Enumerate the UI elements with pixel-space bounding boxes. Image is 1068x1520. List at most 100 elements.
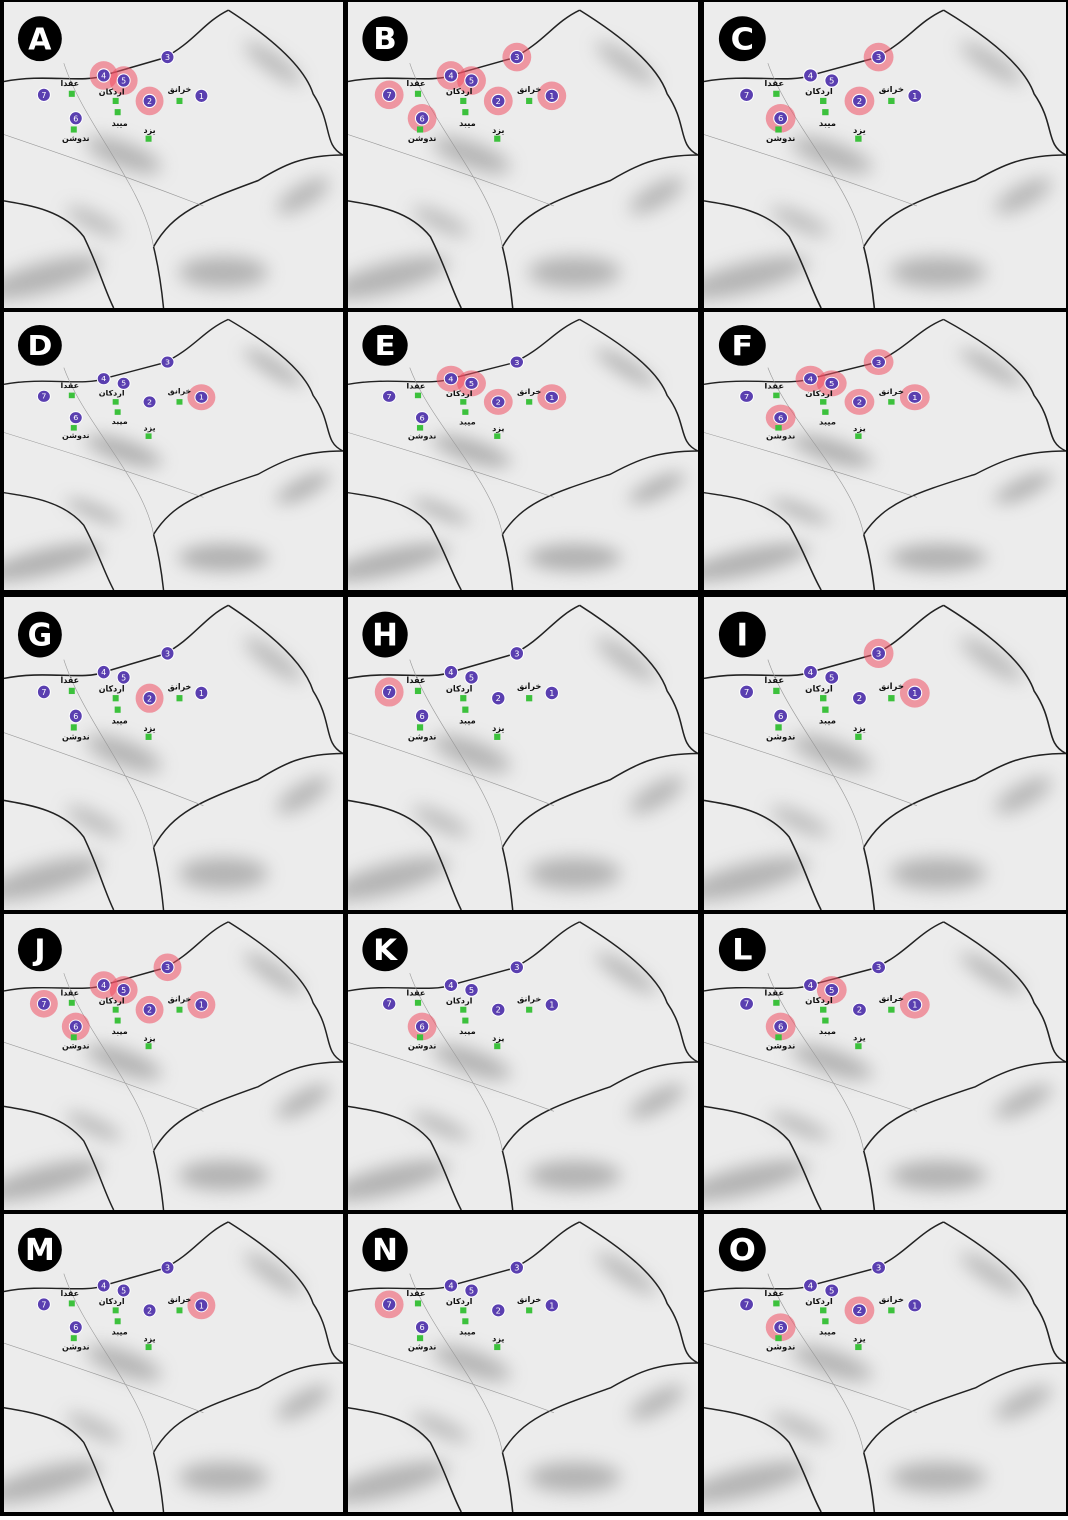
town-label: اردکان — [805, 683, 833, 694]
station-label: 7 — [41, 1000, 46, 1009]
town-label: میبد — [459, 716, 476, 726]
town-label: ندوشن — [766, 432, 795, 440]
station-label: 5 — [829, 1286, 834, 1296]
town-label: یزد — [853, 425, 866, 433]
town-marker — [526, 1007, 532, 1013]
town-marker — [855, 136, 861, 142]
town-marker — [113, 399, 119, 405]
town-label: اردکان — [805, 996, 833, 1007]
town-label: ندوشن — [408, 432, 437, 441]
map-panel: عقدااردکانمیبدیزدخرانقندوشن1234567H — [326, 597, 698, 910]
station-label: 5 — [469, 380, 474, 389]
town-label: اردکان — [99, 87, 125, 97]
town-label: ندوشن — [766, 1342, 795, 1353]
town-label: میبد — [112, 119, 128, 128]
town-label: ندوشن — [408, 1042, 436, 1052]
town-label: عقدا — [406, 78, 425, 88]
station-label: 4 — [101, 374, 106, 383]
station-label: 1 — [199, 688, 204, 698]
town-label: میبد — [459, 418, 476, 427]
station-label: 1 — [549, 1001, 554, 1010]
town-marker — [460, 98, 466, 104]
map-panel: عقدااردکانمیبدیزدخرانقندوشن1234567M — [0, 1214, 343, 1512]
panel-label: L — [732, 933, 752, 968]
station-label: 7 — [41, 91, 46, 100]
town-label: اردکان — [446, 1296, 473, 1306]
town-marker — [176, 695, 182, 701]
town-label: ندوشن — [62, 134, 90, 144]
town-marker — [855, 734, 861, 740]
town-marker — [526, 399, 532, 405]
station-label: 4 — [808, 71, 813, 81]
station-label: 4 — [448, 1281, 453, 1291]
station-label: 7 — [744, 90, 749, 100]
town-label: خرانق — [168, 681, 192, 692]
town-marker — [146, 734, 152, 740]
town-marker — [115, 109, 121, 115]
town-label: اردکان — [446, 996, 473, 1006]
town-label: ندوشن — [62, 431, 90, 440]
station-label: 3 — [514, 52, 519, 62]
town-label: یزد — [853, 723, 866, 734]
map-panel: عقدااردکانمیبدیزدخرانقندوشن1234567A — [0, 2, 343, 308]
map-panel: عقدااردکانمیبدیزدخرانقندوشن1234567B — [326, 2, 698, 308]
town-marker — [176, 1007, 182, 1013]
town-marker — [462, 109, 468, 115]
station-label: 5 — [121, 76, 126, 85]
town-marker — [775, 1335, 781, 1341]
station-label: 2 — [496, 1305, 501, 1315]
town-label: یزد — [492, 723, 504, 734]
panel-label: O — [729, 1233, 756, 1268]
town-marker — [71, 1034, 77, 1040]
map-panel: عقدااردکانمیبدیزدخرانقندوشن1234567G — [0, 597, 343, 910]
town-marker — [822, 1018, 828, 1024]
town-label: ندوشن — [62, 1343, 90, 1352]
station-label: 6 — [778, 113, 783, 123]
town-label: میبد — [819, 1026, 836, 1036]
town-marker — [415, 1000, 421, 1006]
station-label: 2 — [147, 1306, 152, 1315]
town-label: اردکان — [446, 389, 473, 398]
town-label: یزد — [144, 1034, 156, 1043]
town-label: خرانق — [879, 1294, 904, 1305]
station-label: 3 — [165, 1264, 170, 1273]
town-marker — [176, 1307, 182, 1313]
station-label: 1 — [549, 393, 554, 402]
town-marker — [460, 1307, 466, 1313]
station-label: 1 — [199, 92, 204, 101]
station-label: 6 — [778, 1022, 783, 1032]
town-label: عقدا — [406, 675, 425, 685]
town-label: اردکان — [446, 683, 473, 694]
town-marker — [460, 695, 466, 701]
town-marker — [176, 98, 182, 104]
station-label: 6 — [73, 1022, 78, 1031]
station-label: 4 — [101, 71, 106, 80]
town-marker — [113, 98, 119, 104]
town-marker — [526, 98, 532, 104]
town-label: میبد — [112, 716, 128, 726]
town-label: عقدا — [61, 1289, 80, 1298]
station-label: 3 — [165, 53, 170, 62]
town-marker — [820, 1007, 826, 1013]
town-marker — [417, 724, 423, 730]
town-label: یزد — [853, 1334, 866, 1345]
town-marker — [417, 425, 423, 431]
station-label: 2 — [147, 1006, 152, 1015]
station-label: 6 — [420, 1023, 425, 1032]
station-label: 3 — [876, 1263, 881, 1273]
station-label: 5 — [469, 76, 474, 86]
town-label: یزد — [853, 125, 866, 136]
town-marker — [176, 399, 182, 405]
station-label: 7 — [744, 1300, 749, 1310]
panel-label: N — [372, 1234, 398, 1268]
station-label: 1 — [912, 1000, 917, 1010]
panel-label: I — [736, 618, 748, 654]
town-marker — [822, 409, 828, 415]
station-label: 1 — [912, 394, 917, 402]
station-label: 6 — [778, 1322, 783, 1332]
station-label: 5 — [121, 672, 126, 682]
town-marker — [494, 136, 500, 142]
station-label: 5 — [469, 1286, 474, 1296]
